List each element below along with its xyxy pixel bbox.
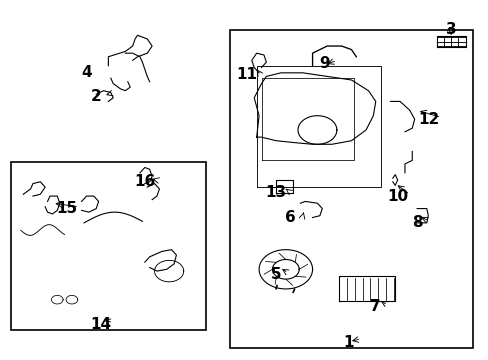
Text: 1: 1 [343, 335, 354, 350]
Text: 3: 3 [445, 22, 455, 37]
Text: 12: 12 [418, 112, 439, 127]
Text: 16: 16 [134, 174, 155, 189]
Text: 9: 9 [319, 57, 329, 71]
Text: 11: 11 [236, 67, 257, 82]
Text: 7: 7 [370, 299, 380, 314]
Text: 14: 14 [90, 317, 111, 332]
Text: 15: 15 [56, 201, 78, 216]
Text: 8: 8 [411, 215, 422, 230]
Bar [229, 30, 472, 348]
Bar [11, 162, 205, 330]
Text: 10: 10 [386, 189, 407, 203]
Text: 2: 2 [91, 89, 102, 104]
Text: 4: 4 [81, 65, 92, 80]
Text: 13: 13 [265, 185, 286, 200]
Text: 5: 5 [270, 267, 281, 282]
Text: 6: 6 [285, 210, 295, 225]
